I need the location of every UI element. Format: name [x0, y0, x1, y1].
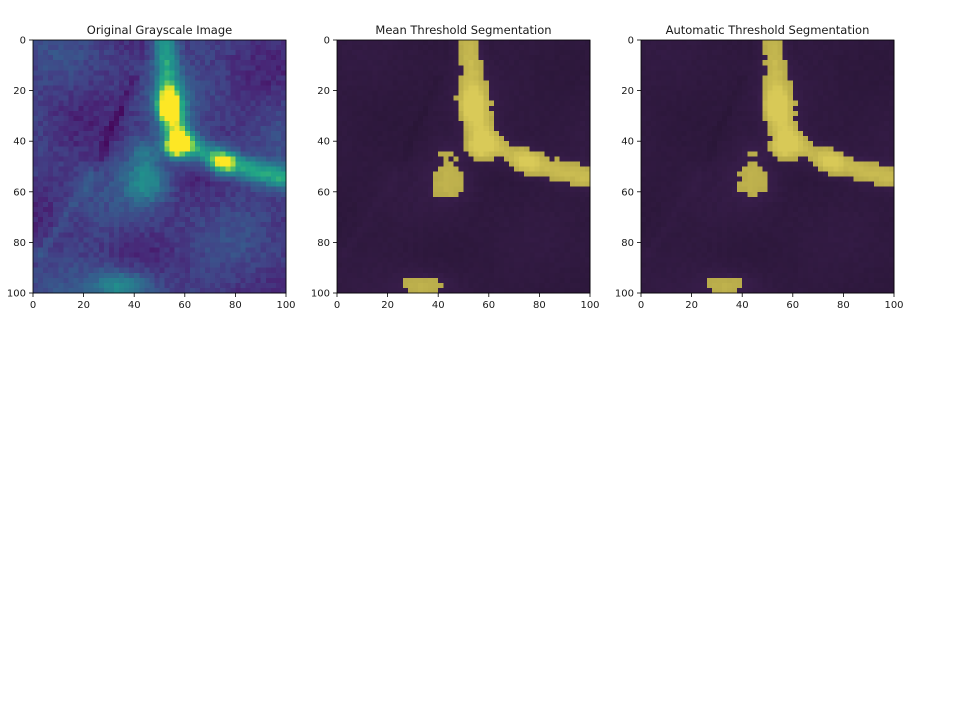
- x-tick-label: 20: [77, 300, 90, 311]
- y-tick-label: 60: [13, 187, 26, 198]
- x-tick-label: 80: [533, 300, 546, 311]
- y-tick-label: 80: [621, 238, 634, 249]
- y-tick-label: 0: [20, 36, 26, 47]
- x-tick-label: 80: [837, 300, 850, 311]
- x-tick-label: 0: [334, 300, 340, 311]
- y-tick-label: 40: [13, 137, 26, 148]
- y-tick-label: 60: [317, 187, 330, 198]
- axes-frame: [640, 39, 895, 294]
- x-tick-label: 40: [128, 300, 141, 311]
- subplot-3: Automatic Threshold Segmentation 0 20 40 60 8…: [615, 23, 904, 311]
- x-tick-label: 100: [884, 300, 903, 311]
- x-tick-label: 40: [736, 300, 749, 311]
- y-tick-label: 80: [13, 238, 26, 249]
- subplot-2: Mean Threshold Segmentation 0 20 40 60 80 100 0…: [311, 23, 600, 311]
- heatmap-image: [33, 40, 287, 294]
- x-tick-label: 0: [638, 300, 644, 311]
- x-tick-label: 60: [482, 300, 495, 311]
- subplot-1: Original Grayscale Image 0 20 40 60 80 100 0 20 4…: [7, 23, 296, 311]
- subplot-title: Automatic Threshold Segmentation: [666, 23, 870, 37]
- heatmap-image: [641, 40, 895, 294]
- y-tick-label: 0: [628, 36, 634, 47]
- y-tick-label: 40: [317, 137, 330, 148]
- x-tick-label: 100: [276, 300, 295, 311]
- y-tick-label: 20: [13, 86, 26, 97]
- y-tick-label: 80: [317, 238, 330, 249]
- axes-frame: [336, 39, 591, 294]
- axes-frame: [32, 39, 287, 294]
- x-tick-label: 20: [381, 300, 394, 311]
- x-tick-label: 40: [432, 300, 445, 311]
- x-tick-label: 60: [178, 300, 191, 311]
- x-tick-label: 20: [685, 300, 698, 311]
- x-tick-label: 100: [580, 300, 599, 311]
- y-tick-label: 60: [621, 187, 634, 198]
- y-tick-label: 100: [615, 289, 634, 300]
- y-tick-label: 20: [621, 86, 634, 97]
- heatmap-image: [337, 40, 591, 294]
- x-tick-label: 80: [229, 300, 242, 311]
- y-tick-label: 100: [311, 289, 330, 300]
- y-tick-label: 100: [7, 289, 26, 300]
- y-tick-label: 40: [621, 137, 634, 148]
- subplot-title: Original Grayscale Image: [87, 23, 232, 37]
- x-tick-label: 60: [786, 300, 799, 311]
- subplot-title: Mean Threshold Segmentation: [375, 23, 551, 37]
- x-tick-label: 0: [30, 300, 36, 311]
- y-tick-label: 20: [317, 86, 330, 97]
- y-tick-label: 0: [324, 36, 330, 47]
